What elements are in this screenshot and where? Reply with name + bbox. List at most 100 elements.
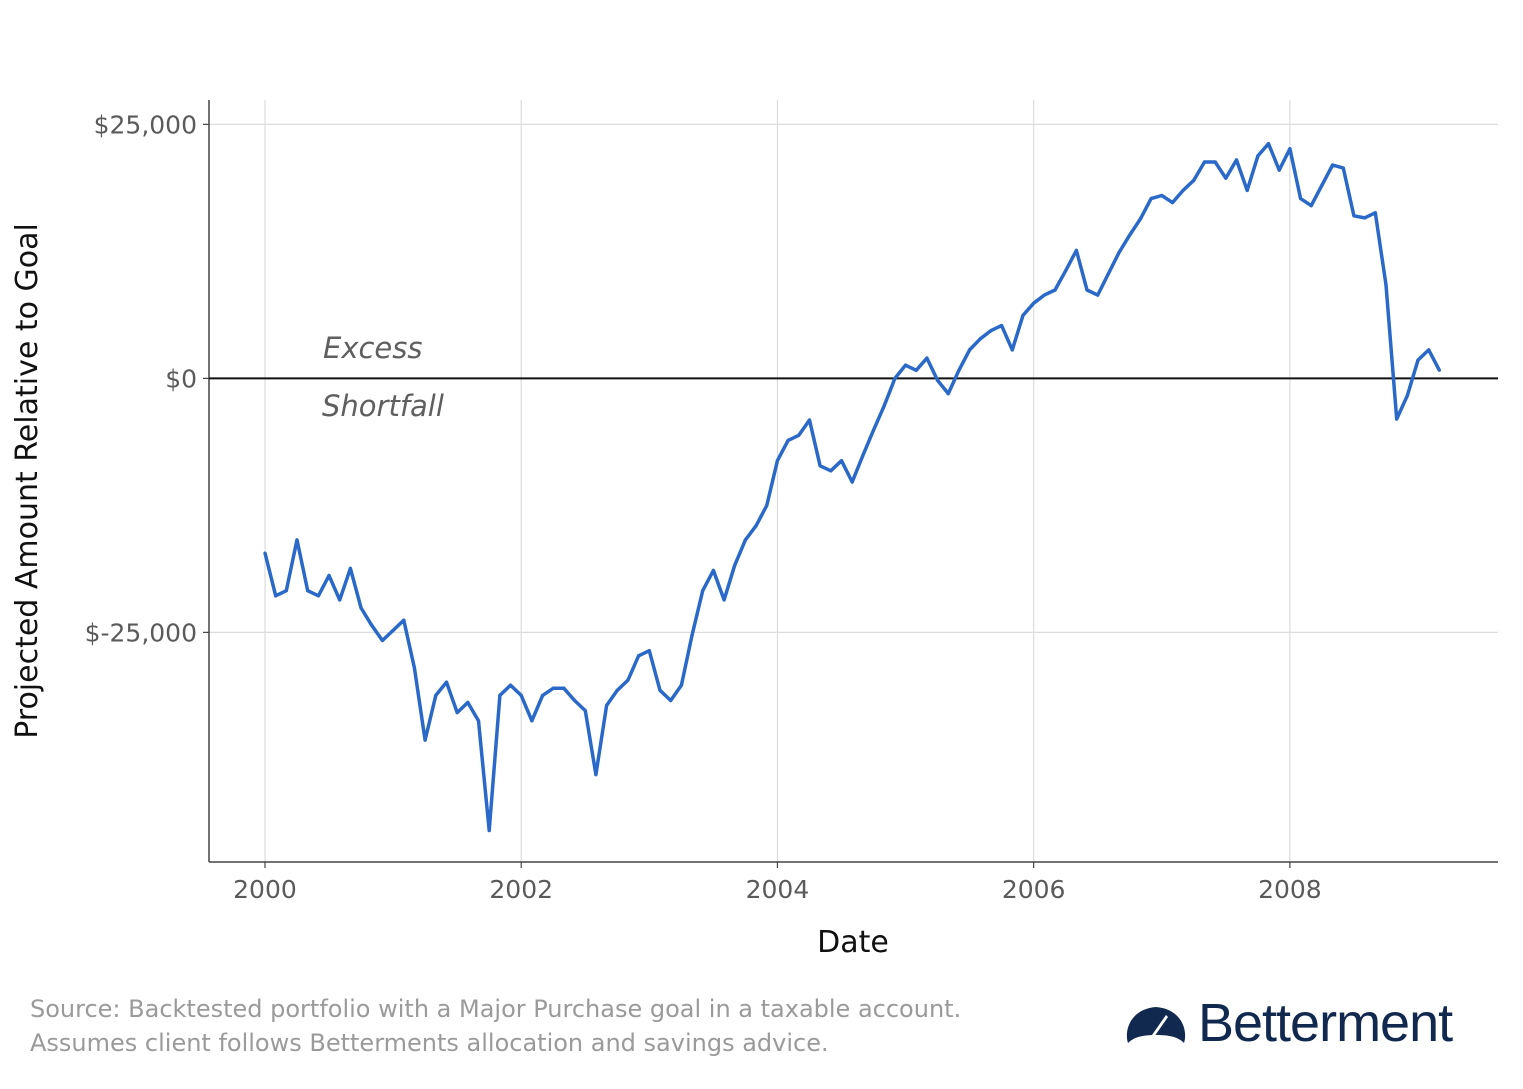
data-point: [1128, 233, 1132, 237]
data-point: [711, 568, 715, 573]
data-point: [1042, 293, 1046, 297]
data-point: [380, 638, 385, 643]
data-point: [1427, 348, 1431, 352]
data-point: [1245, 188, 1249, 193]
data-point: [498, 693, 502, 697]
data-point: [1202, 160, 1207, 164]
data-point: [1064, 269, 1068, 273]
data-point: [765, 503, 769, 507]
data-point: [530, 719, 534, 723]
data-point: [370, 623, 374, 627]
data-point: [1234, 158, 1239, 162]
data-point: [508, 683, 513, 687]
data-point: [1213, 160, 1217, 164]
data-point: [348, 566, 352, 570]
data-point: [1330, 163, 1335, 167]
data-point: [402, 618, 406, 622]
data-point: [701, 589, 705, 593]
data-point: [647, 649, 651, 653]
data-point: [978, 337, 982, 341]
data-point: [679, 683, 683, 687]
y-axis-title: Projected Amount Relative to Goal: [10, 223, 45, 739]
data-point: [1010, 348, 1014, 352]
data-point: [540, 693, 545, 697]
data-point: [775, 459, 780, 463]
data-point: [284, 589, 288, 593]
data-point: [626, 678, 630, 682]
data-point: [925, 356, 929, 360]
data-point: [605, 703, 609, 708]
data-point: [935, 378, 940, 383]
data-point: [829, 469, 833, 473]
x-tick-label: 2000: [233, 875, 297, 904]
y-tick-label: $-25,000: [85, 618, 197, 647]
data-point: [338, 598, 342, 602]
data-point: [722, 598, 726, 602]
data-point: [1106, 272, 1110, 276]
betterment-logo: Betterment: [1124, 992, 1453, 1054]
data-point: [519, 693, 523, 697]
data-point: [882, 404, 886, 408]
data-point: [1192, 178, 1196, 182]
data-point: [1320, 183, 1324, 187]
data-point: [1053, 288, 1057, 292]
logo-text: Betterment: [1198, 993, 1453, 1053]
data-point: [1074, 248, 1078, 252]
data-point: [850, 480, 854, 484]
data-point: [1138, 217, 1143, 221]
data-point: [476, 719, 481, 723]
data-point: [1096, 293, 1100, 297]
annotation-excess: Excess: [323, 331, 423, 365]
data-point: [1363, 216, 1367, 220]
data-point: [444, 680, 449, 684]
data-point: [562, 686, 566, 690]
data-point: [359, 606, 363, 610]
data-point: [1032, 301, 1036, 305]
data-points: [263, 142, 1441, 833]
data-point: [786, 438, 790, 442]
series-line: [263, 141, 1441, 833]
data-point: [1117, 250, 1121, 254]
data-point: [423, 738, 427, 742]
data-point: [1085, 288, 1089, 292]
data-point: [1405, 394, 1409, 398]
data-point: [658, 688, 662, 692]
data-point: [946, 392, 950, 396]
y-ticks: $25,000 $0 $-25,000: [85, 110, 209, 647]
data-point: [1288, 147, 1292, 151]
data-point: [914, 368, 918, 372]
data-point: [455, 711, 459, 715]
data-point: [263, 551, 267, 555]
data-point: [1224, 176, 1228, 180]
data-point: [1416, 358, 1420, 362]
y-tick-label: $0: [165, 364, 197, 393]
speedometer-icon: [1126, 1007, 1186, 1043]
data-point: [1277, 168, 1281, 172]
data-point: [1384, 283, 1388, 287]
source-note-line-1: Source: Backtested portfolio with a Majo…: [30, 995, 962, 1023]
data-point: [690, 633, 694, 638]
grid: [209, 100, 1498, 862]
data-point: [839, 459, 844, 463]
data-point: [1256, 154, 1260, 158]
data-point: [295, 538, 299, 542]
data-point: [669, 698, 673, 703]
x-tick-label: 2002: [489, 875, 553, 904]
x-tick-label: 2006: [1002, 875, 1066, 904]
data-point: [487, 828, 491, 833]
data-point: [583, 709, 587, 713]
data-point: [434, 693, 438, 697]
data-point: [316, 594, 320, 598]
data-point: [797, 433, 801, 437]
data-point: [1309, 204, 1313, 208]
y-tick-label: $25,000: [94, 110, 197, 139]
data-point: [572, 698, 577, 703]
x-axis-title: Date: [817, 925, 889, 960]
data-point: [968, 348, 972, 352]
data-point: [1181, 188, 1185, 193]
data-point: [1437, 368, 1441, 372]
data-point: [637, 654, 641, 658]
data-point: [1352, 214, 1356, 218]
data-point: [893, 376, 897, 380]
data-point: [412, 666, 417, 670]
